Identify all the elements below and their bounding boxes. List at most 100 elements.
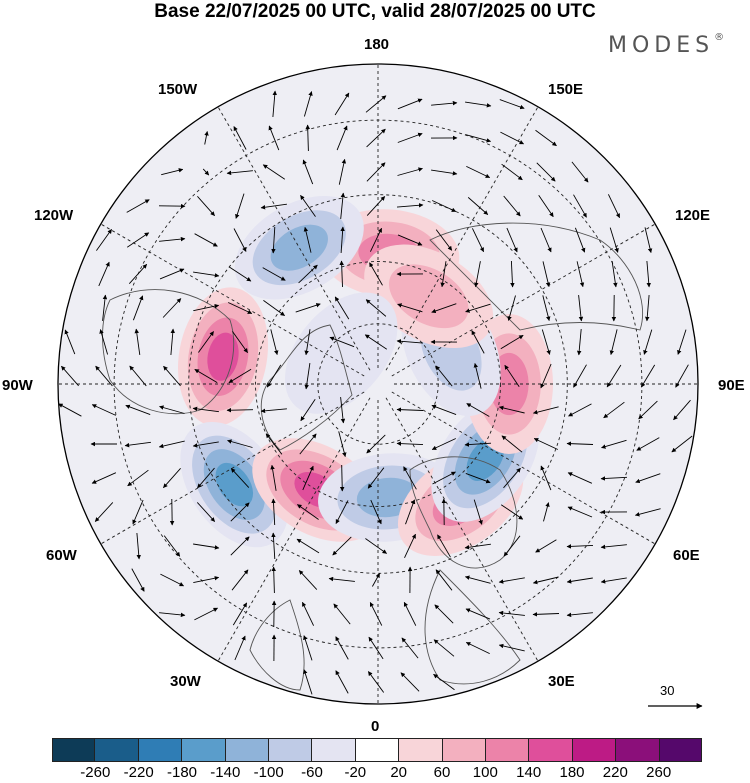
- wind-vector: [671, 435, 693, 453]
- wind-vector: [644, 227, 653, 254]
- wind-vector: [335, 636, 349, 660]
- colorbar-tick-label: 60: [433, 764, 451, 781]
- wind-vector: [498, 610, 525, 616]
- wind-vector: [538, 195, 554, 218]
- wind-vector: [503, 535, 521, 557]
- lon-label-120e: 120E: [675, 207, 711, 224]
- wind-vector: [366, 434, 386, 454]
- wind-vector: [645, 295, 650, 322]
- wind-vector: [163, 535, 181, 557]
- wind-vector: [466, 403, 490, 417]
- wind-vector: [303, 226, 312, 253]
- wind-vector: [303, 91, 313, 117]
- wind-vector: [271, 566, 276, 594]
- wind-vector: [465, 303, 491, 313]
- wind-vector: [365, 95, 387, 113]
- wind-vector: [403, 466, 417, 490]
- wind-vector: [126, 232, 150, 248]
- wind-vector: [339, 464, 345, 492]
- wind-vector: [131, 568, 145, 592]
- wind-vector: [234, 635, 246, 661]
- wind-vector: [573, 364, 587, 388]
- wind-vector: [170, 328, 176, 356]
- meridian-line: [391, 391, 666, 551]
- wind-vector: [636, 437, 660, 451]
- wind-vector: [270, 464, 277, 491]
- wind-vector: [231, 569, 249, 591]
- colorbar-tick-label: -100: [253, 764, 284, 781]
- wind-vector: [504, 364, 520, 388]
- colorbar: [52, 738, 703, 762]
- colorbar-tick-label: -60: [301, 764, 323, 781]
- wind-vector: [465, 641, 490, 655]
- wind-vector: [535, 539, 557, 553]
- wind-vector: [465, 472, 491, 484]
- wind-vector: [405, 499, 416, 525]
- wind-vector: [607, 194, 621, 219]
- wind-vector: [271, 226, 276, 254]
- wind-vector: [192, 406, 219, 413]
- wind-vector: [296, 538, 320, 554]
- wind-vector: [266, 364, 282, 388]
- wind-vector: [536, 162, 556, 182]
- wind-vector: [540, 465, 552, 491]
- wind-vectors: [58, 90, 693, 695]
- wind-vector: [98, 261, 110, 287]
- wind-vector: [437, 534, 451, 558]
- wind-vector: [129, 365, 147, 387]
- colorbar-tick-label: 20: [390, 764, 408, 781]
- latitude-circle: [255, 261, 501, 507]
- wind-vector: [540, 363, 552, 389]
- wind-vector: [401, 637, 419, 659]
- wind-vector: [501, 435, 523, 453]
- wind-vector: [328, 576, 355, 582]
- wind-vector: [95, 365, 113, 387]
- map-background: [58, 64, 698, 704]
- wind-vector: [367, 467, 385, 489]
- wind-vector: [263, 300, 285, 316]
- wind-vector: [232, 331, 248, 353]
- wind-vector: [125, 404, 151, 416]
- wind-vector: [433, 673, 455, 691]
- wind-vector: [540, 227, 552, 253]
- wind-vector: [301, 601, 315, 626]
- colorbar-swatch: [572, 738, 617, 762]
- wind-vector: [197, 467, 215, 489]
- wind-vector: [340, 226, 345, 254]
- map-title: Base 22/07/2025 00 UTC, valid 28/07/2025…: [154, 1, 596, 22]
- lon-label-60w: 60W: [46, 547, 77, 564]
- wind-vector: [196, 502, 216, 522]
- wind-vector: [506, 227, 518, 253]
- colorbar-swatch: [52, 738, 96, 762]
- wind-vector: [566, 612, 593, 618]
- wind-vector: [230, 468, 250, 488]
- wind-vector: [94, 502, 114, 522]
- wind-vector: [197, 196, 215, 217]
- wind-vector: [124, 441, 151, 448]
- wind-vector: [230, 502, 250, 522]
- wind-vector: [542, 261, 551, 288]
- wind-vector: [464, 575, 491, 584]
- wind-vector: [163, 365, 181, 387]
- colorbar-tick-label: -20: [344, 764, 367, 781]
- wind-vector: [431, 100, 458, 106]
- wind-vector: [367, 671, 385, 693]
- wind-vector: [265, 433, 283, 455]
- latitude-circle: [188, 194, 568, 574]
- wind-vector: [370, 499, 382, 525]
- wind-vector: [611, 261, 618, 288]
- brand-logo: MODES®: [608, 32, 725, 58]
- wind-vector: [473, 362, 482, 389]
- meridian-line: [385, 96, 545, 371]
- wind-vector: [606, 364, 622, 388]
- wind-vector: [268, 125, 280, 151]
- wind-vector: [675, 364, 689, 388]
- lon-label-150w: 150W: [158, 81, 198, 98]
- wind-vector: [500, 334, 524, 350]
- wind-vector: [566, 577, 593, 584]
- wind-vector: [270, 329, 279, 356]
- wind-vector: [369, 601, 383, 626]
- wind-vector: [159, 405, 185, 414]
- wind-vector: [397, 98, 423, 110]
- wind-vector: [498, 643, 525, 652]
